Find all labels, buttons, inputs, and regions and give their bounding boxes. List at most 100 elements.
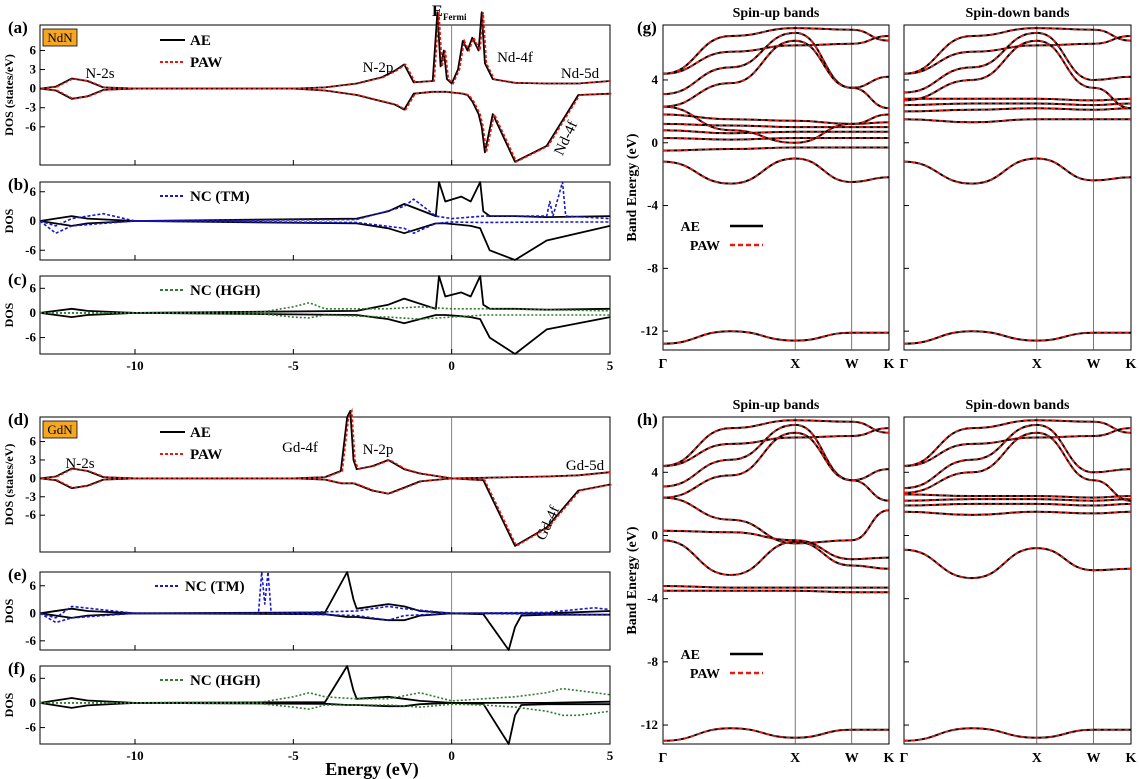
k-point-label: W <box>1087 751 1101 766</box>
y-tick-label: 6 <box>30 578 37 593</box>
dos-curve-ae-down <box>39 477 611 547</box>
k-point-label: X <box>1032 751 1042 766</box>
dos-panel-a: 6 3 0 -3 -6 DOS (states/eV) NdN AE PAW N-2s N-2p Nd… <box>2 11 612 166</box>
band-paw <box>904 493 1131 499</box>
band-paw <box>663 113 889 125</box>
band-paw <box>904 330 1131 345</box>
band-panel-g: Band Energy (eV) 4 0 -4 -8 -12 Spin-up bands Γ X… <box>625 6 1137 372</box>
k-point-label: W <box>845 751 859 766</box>
band-paw <box>663 424 889 488</box>
y-tick-label: -6 <box>25 507 36 522</box>
dos-curve-ae-up <box>39 181 611 222</box>
band-ae <box>663 431 889 502</box>
band-paw <box>663 431 889 502</box>
band-paw <box>663 330 889 345</box>
band-paw <box>904 498 1131 502</box>
spin-up-subplot: Spin-up bands Γ X W K AE PAW <box>659 6 895 372</box>
compound-badge <box>42 28 78 47</box>
y-tick-label: 0 <box>30 605 37 620</box>
band-lines <box>904 27 1131 345</box>
dos-curve-ae-up <box>39 275 611 314</box>
dos-curve-nc-tm--down <box>39 612 610 624</box>
k-point-label: Γ <box>659 751 668 766</box>
dos-curve-ae-up <box>39 665 611 704</box>
x-axis-label: Energy (eV) <box>325 759 418 779</box>
band-paw <box>663 105 889 144</box>
y-tick-label: -6 <box>25 330 36 345</box>
band-paw <box>904 503 1131 507</box>
plot-frame <box>39 24 611 166</box>
band-paw <box>663 727 889 742</box>
band-paw <box>663 27 889 75</box>
legend-ae-label: AE <box>190 425 211 441</box>
plot-frame <box>39 275 611 355</box>
peak-annotation: Gd-5d <box>566 458 605 474</box>
k-point-label: X <box>790 357 800 372</box>
dos-curve-nc-hgh--down <box>40 312 610 320</box>
band-paw <box>663 496 889 545</box>
band-paw <box>663 146 889 152</box>
legend-nc-label: NC (HGH) <box>190 673 260 689</box>
y-tick-label: 3 <box>30 452 37 467</box>
peak-annotation: N-2p <box>363 60 394 76</box>
y-tick-label: 3 <box>30 62 37 77</box>
panel-label: (d) <box>8 410 29 429</box>
plot-frame <box>903 24 1132 351</box>
y-tick-label: 0 <box>652 527 659 542</box>
y-tick-label: 0 <box>30 81 37 96</box>
y-tick-label: -8 <box>647 654 658 669</box>
band-paw <box>904 97 1131 102</box>
x-tick-label: -10 <box>126 748 143 763</box>
band-paw <box>904 32 1131 94</box>
y-tick-label: 0 <box>652 135 659 150</box>
peak-annotation: N-2s <box>65 456 94 472</box>
peak-annotation: N-2s <box>85 66 114 82</box>
y-tick-label: 0 <box>30 695 37 710</box>
band-paw <box>904 118 1131 124</box>
legend-paw-label: PAW <box>190 55 222 71</box>
k-point-label: W <box>845 357 859 372</box>
k-point-label: W <box>1087 357 1101 372</box>
peak-annotation: N-2p <box>363 442 394 458</box>
k-point-label: Γ <box>900 357 909 372</box>
peak-annotation: Nd-4f <box>552 119 582 158</box>
band-ae <box>663 330 889 345</box>
y-axis-label: DOS <box>2 692 16 717</box>
y-tick-label: -4 <box>647 198 658 213</box>
y-tick-label: 6 <box>30 184 37 199</box>
band-panel-h: Band Energy (eV) 4 0 -4 -8 -12 Spin-up bands Γ X… <box>625 398 1137 766</box>
band-paw <box>663 39 889 109</box>
y-tick-label: 6 <box>30 434 37 449</box>
band-paw <box>663 157 889 185</box>
dos-curve-nc-hgh--up <box>40 687 611 704</box>
subplot-title: Spin-down bands <box>966 398 1070 413</box>
k-point-label: K <box>1126 357 1137 372</box>
legend-paw-label: PAW <box>690 667 720 682</box>
band-ae <box>663 496 889 545</box>
band-paw <box>904 419 1131 467</box>
band-ae <box>904 419 1131 467</box>
band-ae <box>663 727 889 742</box>
dos-curve-ae-down <box>39 87 611 163</box>
dos-curve-ae-up <box>39 409 611 480</box>
dos-curve-nc-tm--up <box>39 571 611 619</box>
x-tick-label: -5 <box>288 358 299 373</box>
dos-panel-b: 6 0 -6 DOS NC (TM) <box>2 181 611 261</box>
dos-curve-paw-down <box>41 477 612 548</box>
y-axis-label: DOS <box>2 208 16 233</box>
x-tick-label: 5 <box>607 358 614 373</box>
band-ae <box>663 529 889 561</box>
dos-curve-nc-tm--down <box>39 220 610 234</box>
band-paw <box>904 727 1131 742</box>
band-lines <box>904 419 1131 742</box>
plot-frame <box>39 416 611 553</box>
band-ae <box>904 431 1131 502</box>
band-lines <box>663 419 889 742</box>
band-paw <box>904 547 1131 579</box>
fermi-label-sub: Fermi <box>443 12 467 22</box>
plot-frame <box>662 24 890 351</box>
spin-up-subplot: Spin-up bands Γ X W K AE PAW <box>659 398 895 766</box>
y-tick-label: -6 <box>25 633 36 648</box>
panel-label: (c) <box>8 270 27 289</box>
y-tick-label: -12 <box>641 323 658 338</box>
